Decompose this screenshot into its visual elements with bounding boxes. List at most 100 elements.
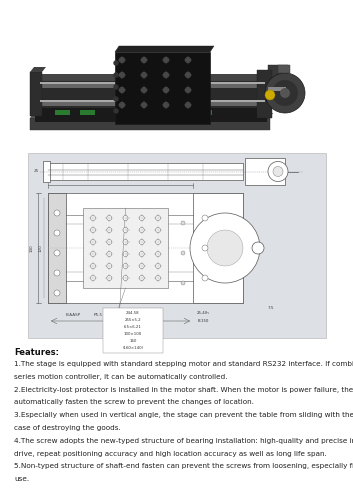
Text: 2.Electricity-lost protector is installed in the motor shaft. When the motor is : 2.Electricity-lost protector is installe… xyxy=(14,386,353,392)
Bar xyxy=(103,308,163,353)
Text: B-150: B-150 xyxy=(197,319,209,323)
Circle shape xyxy=(90,252,96,256)
Circle shape xyxy=(156,276,161,280)
Text: series motion controller, it can be automatically controlled.: series motion controller, it can be auto… xyxy=(14,374,227,380)
Circle shape xyxy=(156,252,161,256)
Circle shape xyxy=(268,162,288,182)
Text: 120: 120 xyxy=(39,244,43,252)
Circle shape xyxy=(139,228,144,232)
Polygon shape xyxy=(38,74,270,80)
Text: use.: use. xyxy=(14,476,29,482)
Circle shape xyxy=(90,216,96,220)
Circle shape xyxy=(90,228,96,232)
Circle shape xyxy=(181,281,185,285)
Circle shape xyxy=(123,228,128,232)
Text: 255×5.2: 255×5.2 xyxy=(125,318,141,322)
Circle shape xyxy=(107,276,112,280)
Bar xyxy=(55,110,70,115)
Bar xyxy=(278,65,290,73)
Bar xyxy=(28,153,326,338)
Circle shape xyxy=(114,73,118,77)
Circle shape xyxy=(163,102,168,108)
Text: 100×100: 100×100 xyxy=(124,332,142,336)
Circle shape xyxy=(190,213,260,283)
Circle shape xyxy=(54,230,60,236)
Polygon shape xyxy=(30,113,273,118)
Bar xyxy=(40,100,265,102)
Circle shape xyxy=(185,58,191,62)
Circle shape xyxy=(90,264,96,268)
Text: 4.The screw adopts the new-typed structure of bearing installation: high-quality: 4.The screw adopts the new-typed structu… xyxy=(14,438,353,444)
Circle shape xyxy=(139,264,144,268)
Text: 5D: 5D xyxy=(110,313,116,317)
Circle shape xyxy=(185,72,191,78)
Circle shape xyxy=(107,240,112,244)
Circle shape xyxy=(207,230,243,266)
Circle shape xyxy=(142,102,146,108)
Polygon shape xyxy=(30,67,46,72)
Circle shape xyxy=(156,228,161,232)
Circle shape xyxy=(202,215,208,221)
Bar xyxy=(83,208,168,288)
Bar xyxy=(80,110,95,115)
Circle shape xyxy=(142,58,146,62)
Bar xyxy=(115,52,210,124)
Circle shape xyxy=(54,290,60,296)
Circle shape xyxy=(280,88,290,98)
Text: drive, repeat positioning accuracy and high location accuracy as well as long li: drive, repeat positioning accuracy and h… xyxy=(14,450,327,456)
Text: 1.The stage is equipped with standard stepping motor and standard RS232 interfac: 1.The stage is equipped with standard st… xyxy=(14,361,353,367)
Circle shape xyxy=(114,97,118,101)
Circle shape xyxy=(142,88,146,92)
Circle shape xyxy=(123,252,128,256)
Bar xyxy=(35,108,267,122)
Bar xyxy=(48,193,243,303)
Text: 160: 160 xyxy=(129,339,137,343)
Circle shape xyxy=(120,58,125,62)
Circle shape xyxy=(142,72,146,78)
Bar xyxy=(40,82,265,88)
Circle shape xyxy=(123,216,128,220)
Text: case of destroying the goods.: case of destroying the goods. xyxy=(14,425,121,431)
Circle shape xyxy=(156,216,161,220)
Bar xyxy=(0,0,353,148)
Text: 3.Especially when used in vertical angle, the stage can prevent the table from s: 3.Especially when used in vertical angle… xyxy=(14,412,353,418)
Circle shape xyxy=(265,73,305,113)
Circle shape xyxy=(107,228,112,232)
Circle shape xyxy=(139,276,144,280)
Bar xyxy=(38,80,266,118)
Circle shape xyxy=(139,252,144,256)
Circle shape xyxy=(114,85,118,89)
Circle shape xyxy=(163,72,168,78)
Bar xyxy=(48,163,243,180)
Text: automatically fasten the screw to prevent the changes of location.: automatically fasten the screw to preven… xyxy=(14,400,254,406)
Bar xyxy=(43,161,50,182)
Circle shape xyxy=(114,61,118,65)
Circle shape xyxy=(139,216,144,220)
Circle shape xyxy=(202,275,208,281)
Bar xyxy=(40,100,265,106)
Circle shape xyxy=(54,250,60,256)
Text: 7.5: 7.5 xyxy=(268,306,274,310)
Circle shape xyxy=(163,58,168,62)
Bar xyxy=(245,158,285,185)
Bar xyxy=(268,87,286,91)
Circle shape xyxy=(181,251,185,255)
Circle shape xyxy=(252,242,264,254)
Circle shape xyxy=(120,72,125,78)
Text: P5.5: P5.5 xyxy=(94,313,102,317)
Circle shape xyxy=(90,240,96,244)
Circle shape xyxy=(90,276,96,280)
Text: 6.5×6.21: 6.5×6.21 xyxy=(124,325,142,329)
Bar xyxy=(30,72,42,116)
Text: 25: 25 xyxy=(34,170,38,173)
Bar xyxy=(40,82,265,84)
Circle shape xyxy=(54,270,60,276)
Circle shape xyxy=(272,80,298,106)
Text: (160×140): (160×140) xyxy=(122,346,144,350)
Text: Features:: Features: xyxy=(14,348,59,357)
Circle shape xyxy=(273,166,283,176)
Circle shape xyxy=(185,88,191,92)
Bar xyxy=(48,193,66,303)
Text: 25-4(h: 25-4(h xyxy=(197,311,209,315)
Text: 5.Non-typed structure of shaft-end fasten can prevent the screws from loosening,: 5.Non-typed structure of shaft-end faste… xyxy=(14,464,353,469)
